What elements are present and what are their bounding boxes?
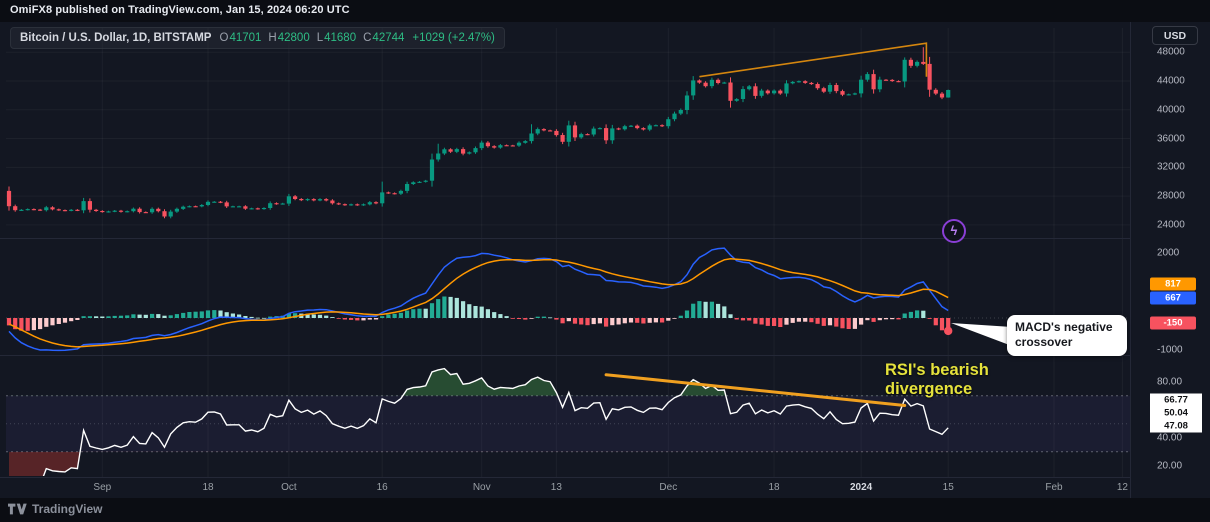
high-value: 42800	[277, 32, 310, 44]
tradingview-brand-text: TradingView	[32, 502, 103, 516]
macd-callout-bubble: MACD's negative crossover	[1007, 315, 1127, 356]
symbol-title: Bitcoin / U.S. Dollar, 1D, BITSTAMP	[20, 32, 212, 44]
time-axis-label: 12	[1116, 482, 1128, 493]
rsi-axis-tick: 20.00	[1157, 460, 1183, 472]
macd-callout-text: MACD's negative crossover	[1015, 320, 1113, 350]
currency-usd-button[interactable]: USD	[1152, 26, 1198, 45]
price-axis-tick: 36000	[1157, 133, 1185, 145]
price-axis-tick: 32000	[1157, 161, 1185, 173]
time-axis-label: Dec	[659, 482, 678, 493]
ohlc-values: O41701 H42800 L41680 C42744	[219, 32, 404, 44]
price-axis-tick: 28000	[1157, 190, 1185, 202]
time-axis-label: Oct	[281, 482, 297, 493]
tradingview-logo-icon	[8, 503, 27, 515]
time-axis-label: 15	[942, 482, 954, 493]
rsi-axis-tick: 80.00	[1157, 376, 1183, 388]
macd-axis-tick: 2000	[1157, 247, 1180, 259]
rsi-divergence-line1: RSI's bearish	[885, 361, 989, 379]
price-axis-tick: 24000	[1157, 219, 1185, 231]
close-value: 42744	[372, 32, 405, 44]
time-axis-label: 13	[550, 482, 562, 493]
flash-icon[interactable]: ϟ	[942, 219, 966, 243]
time-axis-label: 18	[768, 482, 780, 493]
attribution-text: OmiFX8 published on TradingView.com, Jan…	[10, 4, 350, 16]
time-axis-label: Sep	[93, 482, 112, 493]
high-label: H	[268, 32, 277, 44]
price-axis-tick: 44000	[1157, 75, 1185, 87]
time-axis-label: 2024	[850, 482, 873, 493]
price-change: +1029 (+2.47%)	[412, 32, 495, 44]
rsi-value-badge: 50.04	[1150, 406, 1202, 420]
macd-value-badge: 667	[1150, 291, 1196, 305]
time-axis-label: 16	[376, 482, 388, 493]
rsi-divergence-line2: divergence	[885, 380, 973, 398]
price-axis-tick: 40000	[1157, 104, 1185, 116]
symbol-info-bar[interactable]: Bitcoin / U.S. Dollar, 1D, BITSTAMP O417…	[10, 27, 505, 49]
low-value: 41680	[324, 32, 357, 44]
close-label: C	[363, 32, 372, 44]
time-axis-label: 18	[202, 482, 214, 493]
price-axis-tick: 48000	[1157, 46, 1185, 58]
footer-bar[interactable]: TradingView	[8, 502, 102, 516]
rsi-divergence-label: RSI's bearish divergence	[885, 361, 989, 399]
macd-axis-tick: -1000	[1157, 344, 1183, 356]
rsi-value-badge: 47.08	[1150, 419, 1202, 433]
low-label: L	[316, 32, 324, 44]
open-label: O	[219, 32, 229, 44]
open-value: 41701	[229, 32, 262, 44]
rsi-value-badge: 66.77	[1150, 393, 1202, 407]
time-axis-label: Nov	[472, 482, 491, 493]
macd-value-badge: 817	[1150, 277, 1196, 291]
rsi-axis-tick: 40.00	[1157, 432, 1183, 444]
time-axis-label: Feb	[1045, 482, 1063, 493]
macd-value-badge: -150	[1150, 316, 1196, 330]
